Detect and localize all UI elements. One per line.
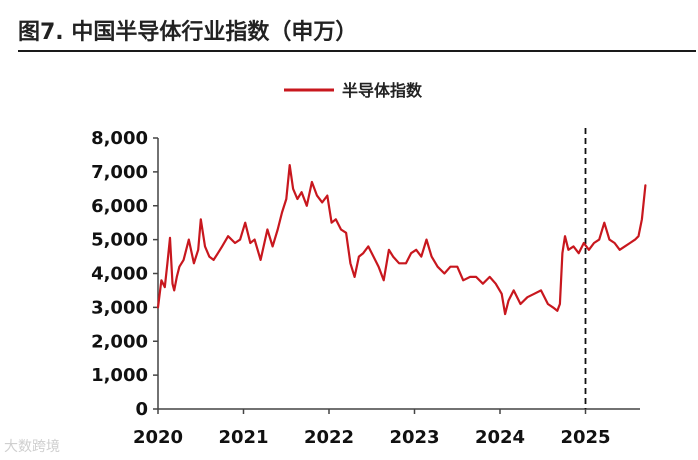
plot-area (156, 128, 647, 409)
figure-title: 图7. 中国半导体行业指数（申万） (18, 20, 358, 45)
tick-labels: 0 1,000 2,000 3,000 4,000 5,000 6,000 7,000 8,00… (91, 128, 610, 448)
y-tick-label: 6,000 (91, 196, 148, 217)
x-tick-label: 2025 (560, 427, 610, 448)
title-rule (18, 50, 696, 52)
x-tick-label: 2021 (218, 427, 268, 448)
legend: 半导体指数 (284, 81, 423, 100)
axes (153, 137, 640, 414)
x-tick-label: 2020 (133, 427, 183, 448)
y-tick-label: 8,000 (91, 128, 148, 149)
y-tick-label: 5,000 (91, 230, 148, 251)
y-tick-label: 7,000 (91, 162, 148, 183)
watermark-text: 大数跨境 (4, 439, 60, 455)
x-tick-label: 2022 (304, 427, 354, 448)
y-tick-label: 1,000 (91, 365, 148, 386)
series-line-0 (156, 164, 647, 316)
x-tick-label: 2024 (475, 427, 525, 448)
y-tick-label: 0 (135, 399, 148, 420)
y-tick-label: 3,000 (91, 297, 148, 318)
legend-label: 半导体指数 (342, 81, 423, 100)
y-tick-label: 4,000 (91, 264, 148, 285)
y-tick-label: 2,000 (91, 331, 148, 352)
x-tick-label: 2023 (389, 427, 439, 448)
